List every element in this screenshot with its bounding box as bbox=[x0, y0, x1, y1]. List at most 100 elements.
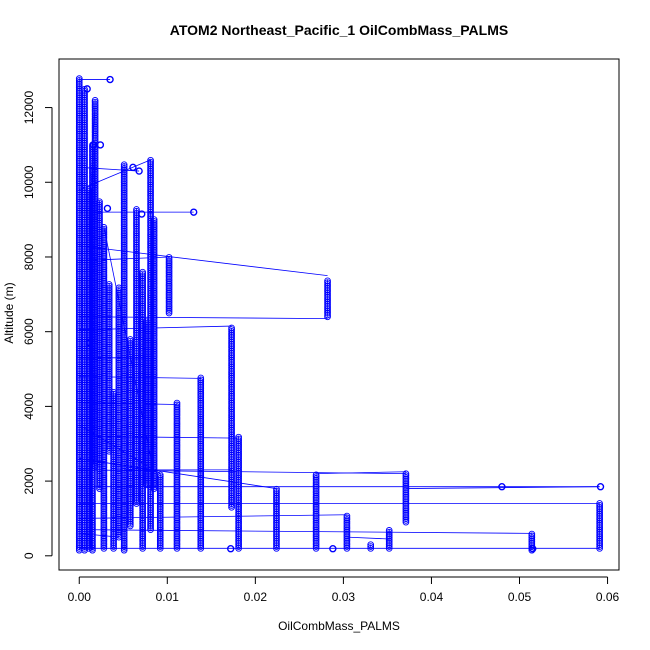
data-point bbox=[402, 472, 410, 479]
data-point bbox=[75, 77, 83, 84]
data-point bbox=[135, 167, 143, 175]
data-point bbox=[273, 487, 280, 495]
data-point bbox=[343, 516, 351, 523]
data-point bbox=[96, 201, 103, 209]
data-point bbox=[89, 141, 98, 149]
x-tick-label: 0.03 bbox=[332, 590, 356, 604]
data-point bbox=[367, 541, 375, 549]
data-point bbox=[96, 200, 103, 207]
data-point bbox=[100, 224, 108, 231]
data-point bbox=[106, 75, 114, 84]
connecting-line bbox=[346, 536, 390, 540]
data-point bbox=[165, 255, 173, 263]
data-point bbox=[324, 279, 331, 287]
connecting-line bbox=[79, 245, 328, 277]
data-point bbox=[197, 374, 205, 382]
data-point bbox=[91, 97, 99, 104]
x-axis: 0.00 0.01 0.02 0.03 0.04 0.05 0.06 bbox=[68, 576, 620, 604]
connecting-line bbox=[79, 529, 532, 534]
data-point bbox=[228, 324, 235, 332]
data-point bbox=[385, 530, 393, 538]
data-point bbox=[385, 528, 393, 536]
data-point bbox=[402, 474, 410, 481]
data-point bbox=[312, 471, 320, 479]
data-point bbox=[139, 268, 146, 276]
data-point bbox=[228, 326, 235, 334]
data-point bbox=[120, 163, 128, 170]
data-point bbox=[147, 156, 154, 164]
data-point bbox=[96, 198, 103, 206]
data-point bbox=[596, 503, 603, 511]
data-point bbox=[235, 435, 242, 443]
data-point bbox=[150, 219, 158, 227]
data-point bbox=[173, 399, 181, 407]
data-point bbox=[150, 218, 158, 225]
data-point bbox=[129, 163, 137, 172]
x-tick-label: 0.06 bbox=[596, 590, 620, 604]
data-point bbox=[273, 485, 280, 493]
data-point bbox=[528, 530, 536, 538]
data-point bbox=[367, 544, 375, 552]
y-tick-label: 0 bbox=[22, 552, 36, 559]
data-point bbox=[126, 337, 134, 345]
data-point bbox=[235, 433, 242, 441]
x-tick-label: 0.01 bbox=[156, 590, 180, 604]
y-tick-label: 4000 bbox=[22, 393, 36, 420]
data-point bbox=[139, 272, 146, 280]
data-point bbox=[324, 277, 331, 285]
data-point bbox=[402, 470, 410, 478]
data-point bbox=[75, 75, 83, 82]
x-tick-label: 0.04 bbox=[420, 590, 444, 604]
data-points bbox=[75, 75, 605, 554]
data-point bbox=[312, 473, 320, 480]
y-tick-label: 12000 bbox=[22, 91, 36, 125]
data-point bbox=[165, 257, 173, 265]
data-point bbox=[120, 164, 128, 172]
x-tick-label: 0.00 bbox=[68, 590, 92, 604]
data-point bbox=[197, 376, 205, 384]
data-point bbox=[91, 98, 99, 106]
data-point bbox=[228, 328, 235, 335]
data-point bbox=[528, 532, 536, 540]
plot-frame bbox=[58, 58, 620, 571]
data-point bbox=[312, 475, 320, 482]
data-point bbox=[343, 514, 351, 522]
data-point bbox=[147, 158, 154, 166]
data-point bbox=[139, 270, 146, 278]
data-point bbox=[103, 204, 112, 213]
data-point bbox=[86, 339, 94, 347]
data-point bbox=[91, 100, 99, 108]
y-tick-label: 10000 bbox=[22, 165, 36, 199]
data-point bbox=[100, 225, 108, 233]
x-tick-label: 0.02 bbox=[244, 590, 268, 604]
x-axis-label: OilCombMass_PALMS bbox=[278, 619, 400, 633]
y-tick-label: 8000 bbox=[22, 243, 36, 270]
data-point bbox=[75, 78, 83, 86]
chart-title: ATOM2 Northeast_Pacific_1 OilCombMass_PA… bbox=[170, 22, 508, 38]
y-tick-label: 2000 bbox=[22, 467, 36, 494]
data-point bbox=[126, 336, 134, 343]
data-point bbox=[156, 475, 164, 482]
y-tick-label: 6000 bbox=[22, 318, 36, 345]
data-point bbox=[190, 208, 198, 216]
data-point bbox=[596, 483, 605, 491]
data-point bbox=[138, 210, 146, 218]
data-point bbox=[385, 527, 393, 534]
data-point bbox=[528, 534, 536, 542]
data-point bbox=[105, 282, 113, 290]
data-point bbox=[273, 489, 280, 497]
data-point bbox=[173, 401, 181, 409]
data-point bbox=[147, 160, 154, 168]
data-point bbox=[324, 281, 331, 288]
data-point bbox=[197, 378, 205, 385]
connecting-line bbox=[405, 486, 600, 489]
data-point bbox=[105, 284, 113, 292]
data-point bbox=[165, 254, 173, 261]
data-point bbox=[100, 227, 108, 235]
data-point bbox=[83, 85, 91, 93]
data-point bbox=[126, 339, 134, 347]
data-point bbox=[142, 321, 150, 329]
data-point bbox=[142, 320, 150, 327]
data-point bbox=[498, 483, 506, 491]
